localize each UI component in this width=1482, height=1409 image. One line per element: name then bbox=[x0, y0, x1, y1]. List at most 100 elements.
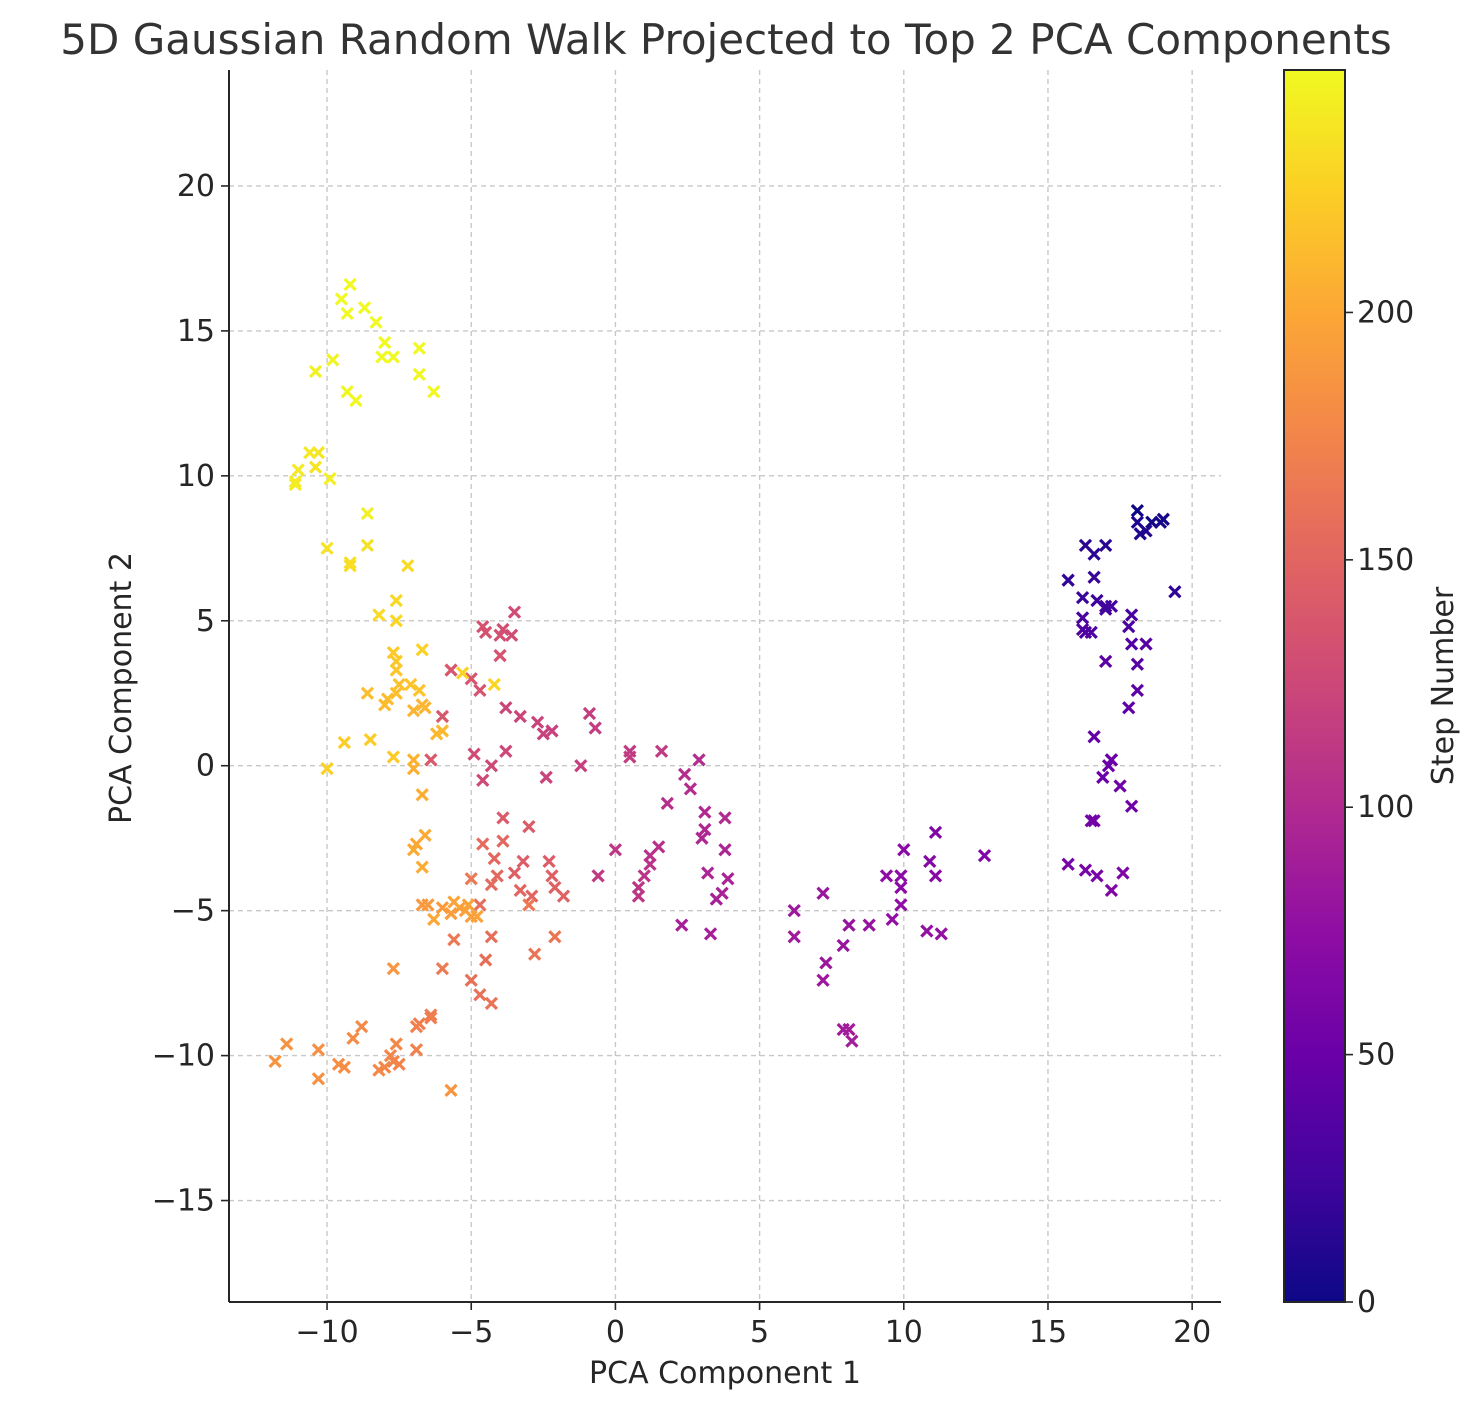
data-point bbox=[1153, 515, 1168, 529]
x-tick-label: −5 bbox=[449, 1315, 493, 1350]
data-point bbox=[424, 1008, 438, 1022]
data-point bbox=[1130, 657, 1145, 671]
data-point bbox=[320, 761, 334, 776]
data-point bbox=[845, 1034, 859, 1048]
data-point bbox=[643, 857, 657, 871]
data-point bbox=[484, 930, 499, 944]
data-point bbox=[516, 854, 530, 869]
data-point bbox=[701, 866, 715, 880]
data-point bbox=[464, 973, 478, 987]
x-tick-label: 10 bbox=[885, 1315, 923, 1350]
data-point bbox=[383, 1048, 398, 1063]
data-point bbox=[473, 898, 487, 912]
data-point bbox=[444, 906, 458, 921]
data-point bbox=[1087, 547, 1101, 561]
data-point bbox=[548, 930, 562, 944]
data-point bbox=[360, 506, 375, 521]
colorbar-tick-label: 200 bbox=[1357, 295, 1414, 330]
data-point bbox=[337, 735, 351, 750]
data-point bbox=[409, 1019, 424, 1034]
data-point bbox=[588, 721, 602, 735]
data-point bbox=[470, 909, 484, 924]
data-point bbox=[507, 605, 522, 619]
colorbar-tick-label: 0 bbox=[1357, 1285, 1376, 1320]
data-point bbox=[409, 1043, 424, 1057]
data-point bbox=[404, 677, 418, 692]
colorbar-tick-label: 100 bbox=[1357, 790, 1414, 825]
data-point bbox=[816, 886, 830, 900]
data-point bbox=[401, 559, 415, 573]
data-point bbox=[582, 706, 597, 721]
chart-title: 5D Gaussian Random Walk Projected to Top… bbox=[60, 15, 1391, 64]
data-point bbox=[1096, 770, 1110, 784]
data-point bbox=[406, 843, 421, 857]
data-point bbox=[1168, 585, 1182, 599]
data-point bbox=[461, 898, 475, 912]
data-point bbox=[631, 889, 646, 903]
data-point bbox=[455, 666, 470, 680]
data-point bbox=[894, 880, 908, 895]
data-point bbox=[1087, 570, 1101, 584]
data-point bbox=[934, 927, 948, 941]
data-point bbox=[1124, 799, 1139, 813]
data-point bbox=[415, 698, 429, 712]
colorbar-label: Step Number bbox=[1426, 586, 1461, 785]
data-point bbox=[493, 628, 507, 642]
data-point bbox=[522, 898, 536, 912]
data-point bbox=[718, 811, 732, 825]
data-point bbox=[1104, 599, 1119, 613]
y-axis-label: PCA Component 2 bbox=[104, 552, 139, 824]
data-point bbox=[715, 886, 729, 900]
data-point bbox=[1099, 654, 1113, 668]
data-point bbox=[435, 724, 450, 738]
data-point bbox=[343, 277, 357, 292]
data-point bbox=[879, 869, 894, 883]
x-tick-label: 5 bbox=[750, 1315, 769, 1350]
data-point bbox=[574, 759, 588, 773]
data-point bbox=[897, 843, 911, 857]
data-point bbox=[415, 643, 429, 657]
data-point bbox=[787, 904, 801, 918]
axes-layer: −10 −5 0 5 10 15 20 −15 −10 −5 0 5 10 15 20 bbox=[152, 70, 1221, 1350]
data-point bbox=[894, 898, 908, 912]
data-point bbox=[412, 341, 426, 355]
y-tick-label: 5 bbox=[196, 604, 215, 639]
data-point bbox=[1104, 883, 1119, 897]
data-point bbox=[928, 825, 943, 840]
data-point bbox=[1122, 701, 1136, 715]
data-point bbox=[357, 301, 372, 315]
data-point bbox=[349, 393, 363, 408]
data-point bbox=[412, 683, 426, 697]
data-point bbox=[1099, 538, 1113, 553]
data-point bbox=[928, 869, 943, 883]
data-point bbox=[484, 877, 499, 892]
data-point bbox=[447, 933, 461, 947]
data-point bbox=[389, 614, 403, 628]
data-point bbox=[703, 927, 718, 941]
data-point bbox=[334, 292, 349, 306]
x-tick-label: −10 bbox=[295, 1315, 358, 1350]
data-point bbox=[608, 843, 623, 857]
data-point bbox=[424, 1011, 438, 1025]
x-axis-label: PCA Component 1 bbox=[589, 1356, 861, 1391]
data-point bbox=[380, 692, 395, 706]
data-point bbox=[386, 646, 401, 660]
data-point bbox=[280, 1037, 294, 1051]
data-point bbox=[1130, 503, 1145, 518]
data-point bbox=[311, 1043, 326, 1057]
data-point bbox=[303, 446, 317, 460]
data-point bbox=[842, 918, 856, 932]
data-point bbox=[542, 854, 556, 869]
data-point bbox=[372, 608, 386, 622]
data-point bbox=[496, 834, 510, 848]
data-point bbox=[528, 947, 542, 961]
data-point bbox=[372, 1063, 386, 1077]
data-point bbox=[464, 872, 478, 886]
data-point bbox=[444, 663, 458, 677]
data-point bbox=[363, 732, 377, 747]
data-point bbox=[1084, 814, 1098, 828]
data-point bbox=[424, 753, 438, 767]
data-point bbox=[288, 475, 302, 489]
colorbar: 0 50 100 150 200 bbox=[1283, 69, 1414, 1320]
